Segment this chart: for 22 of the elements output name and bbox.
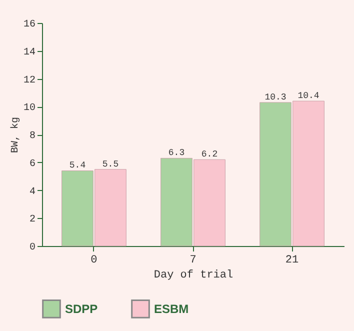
y-tick-label: 14 (23, 47, 36, 58)
y-tick-label: 0 (29, 242, 36, 254)
x-tick-label: 0 (90, 254, 98, 266)
y-tick-label: 6 (29, 158, 36, 170)
y-axis-title: BW, kg (10, 116, 22, 154)
data-label: 5.4 (69, 160, 86, 171)
data-label: 10.3 (264, 92, 286, 102)
x-tick-label: 21 (285, 254, 300, 266)
y-tick-label: 10 (23, 103, 36, 114)
legend-label: ESBM (154, 302, 189, 316)
data-label: 10.4 (298, 91, 320, 102)
legend-label: SDPP (65, 302, 98, 316)
y-tick-label: 16 (23, 20, 36, 30)
y-tick-label: 2 (29, 214, 36, 226)
data-label: 5.5 (102, 159, 119, 170)
data-label: 6.2 (201, 150, 218, 160)
y-tick-label: 8 (29, 131, 36, 142)
y-tick-label: 12 (23, 75, 36, 86)
y-tick-label: 4 (29, 186, 36, 198)
x-axis-title: Day of trial (154, 270, 234, 282)
data-label: 6.3 (168, 148, 185, 158)
x-tick-label: 7 (190, 254, 196, 266)
